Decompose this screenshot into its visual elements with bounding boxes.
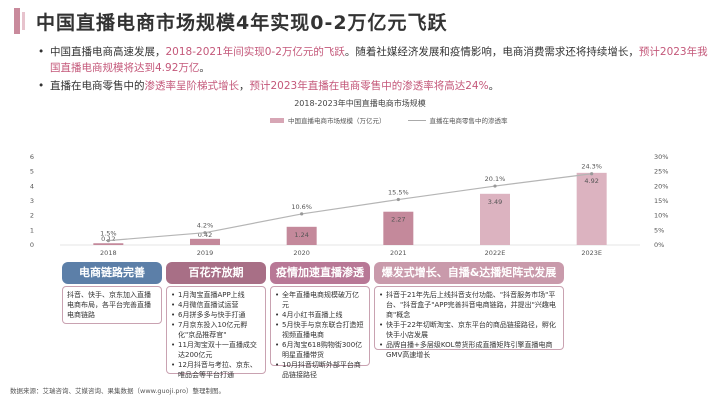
line-point bbox=[590, 172, 594, 176]
phase-title: 百花齐放期 bbox=[166, 262, 266, 284]
y-left-tick-label: 4 bbox=[30, 182, 34, 190]
bullet-text: 直播在电商零售中的 bbox=[50, 80, 145, 92]
phase-title: 电商链路完善 bbox=[62, 262, 162, 284]
phase-detail-item: 4月小红书直播上线 bbox=[275, 310, 365, 320]
phase-detail-item: 抖音于21年先后上线抖音支付功能、"抖音服务市场"平台、"抖音盒子"APP完善抖… bbox=[379, 290, 559, 320]
legend-bar-label: 中国直播电商市场规模（万亿元） bbox=[288, 117, 386, 125]
x-tick-label: 2023E bbox=[581, 249, 602, 257]
y-right-tick-label: 20% bbox=[654, 182, 668, 190]
phase-detail-item: 1月淘宝直播APP上线 bbox=[171, 290, 261, 300]
bullet-text: ， bbox=[239, 80, 250, 92]
title-accent bbox=[14, 8, 20, 34]
y-right-tick-label: 25% bbox=[654, 168, 668, 176]
bullet-text: 。随着社媒经济发展和疫情影响，电商消费需求还将持续增长， bbox=[344, 46, 639, 58]
bullet-highlight-text: 2018-2021年间实现0-2万亿元的飞跃 bbox=[165, 46, 345, 58]
bar bbox=[190, 238, 220, 245]
legend-bar-swatch bbox=[270, 117, 284, 123]
line-value-label: 24.3% bbox=[581, 163, 602, 171]
bar-value-label: 2.27 bbox=[391, 216, 405, 224]
chart-legend: 中国直播电商市场规模（万亿元） 直播在电商零售中的渗透率 bbox=[270, 115, 508, 125]
x-tick-label: 2018 bbox=[100, 249, 117, 257]
title-accent-light bbox=[22, 12, 25, 30]
line-point bbox=[396, 197, 400, 202]
bar bbox=[576, 172, 607, 245]
y-left-tick-label: 2 bbox=[30, 212, 34, 220]
y-right-tick-label: 0% bbox=[654, 241, 664, 249]
bar bbox=[93, 243, 124, 245]
phase-detail-item: 4月微信直播试运营 bbox=[171, 300, 261, 310]
y-right-tick-label: 15% bbox=[654, 197, 668, 205]
y-right-tick-label: 30% bbox=[654, 153, 668, 161]
bullet-highlight-text: 预计2023年直播在电商零售中的渗透率将高达24% bbox=[249, 80, 489, 92]
y-right-tick-label: 10% bbox=[654, 212, 668, 220]
x-tick-label: 2020 bbox=[293, 249, 310, 257]
phase-detail-item: 快手于22年切断淘宝、京东平台的商品链接路径，孵化快手小店发展 bbox=[379, 320, 559, 340]
phase-detail-item: 全年直播电商规模破万亿元 bbox=[275, 290, 365, 310]
line-value-label: 4.2% bbox=[197, 222, 214, 230]
phase-detail-item: 7月京东投入10亿元孵化"京品推荐官" bbox=[171, 320, 261, 340]
phase-title: 爆发式增长、自播&达播矩阵式发展 bbox=[374, 262, 564, 284]
chart-title: 2018-2023年中国直播电商市场规模 bbox=[294, 99, 426, 108]
phase-detail-box: 抖音于21年先后上线抖音支付功能、"抖音服务市场"平台、"抖音盒子"APP完善抖… bbox=[374, 286, 564, 359]
phase-detail-item: 抖音、快手、京东加入直播电商布局，各平台完善直播电商链路 bbox=[67, 291, 151, 319]
line-value-label: 20.1% bbox=[485, 175, 506, 183]
bullet-list: 中国直播电商高速发展，2018-2021年间实现0-2万亿元的飞跃。随着社媒经济… bbox=[38, 44, 710, 96]
line-point bbox=[106, 239, 110, 243]
phase-detail-item: 12月抖音与考拉、京东、唯品会等平台打通 bbox=[171, 360, 261, 380]
phase-detail-item: 6月拼多多与快手打通 bbox=[171, 310, 261, 320]
y-left-tick-label: 0 bbox=[30, 241, 34, 249]
bullet-text: 。 bbox=[488, 80, 500, 92]
y-left-tick-label: 5 bbox=[30, 168, 34, 176]
phase-detail-item: 11月淘宝双十一直播成交达200亿元 bbox=[171, 340, 261, 360]
phase-detail-item: 品牌自播+多层级KOL带货形成直播矩阵引擎直播电商GMV高速增长 bbox=[379, 340, 559, 360]
bar-value-label: 0.42 bbox=[198, 231, 212, 239]
y-left-tick-label: 6 bbox=[30, 153, 34, 161]
bullet-highlight-text: 预计2023年我国直播电商规模将达到4.92万亿 bbox=[50, 46, 708, 74]
x-tick-label: 2022E bbox=[485, 249, 506, 257]
bar bbox=[480, 193, 510, 245]
bullet-text: 中国直播电商高速发展， bbox=[50, 46, 166, 58]
phase-detail-item: 10月抖音切断外部平台商品链接路径 bbox=[275, 360, 365, 380]
line-point bbox=[493, 184, 497, 188]
bar bbox=[383, 211, 414, 245]
phase-detail-box: 1月淘宝直播APP上线4月微信直播试运营6月拼多多与快手打通7月京东投入10亿元… bbox=[166, 286, 266, 379]
y-left-tick-label: 1 bbox=[30, 226, 34, 234]
x-tick-label: 2021 bbox=[390, 249, 407, 257]
legend-line-label: 直播在电商零售中的渗透率 bbox=[429, 117, 508, 125]
bullet-text: 。 bbox=[199, 62, 210, 74]
bullet-highlight-text: 渗透率呈阶梯式增长 bbox=[144, 80, 240, 92]
legend-line-swatch bbox=[407, 119, 426, 121]
y-left-tick-label: 3 bbox=[30, 197, 34, 205]
phase-detail-item: 5月快手与京东联合打造短视频直播电商 bbox=[275, 320, 365, 340]
line-value-label: 1.5% bbox=[100, 230, 117, 238]
x-tick-label: 2019 bbox=[197, 249, 214, 257]
bar-value-label: 3.49 bbox=[488, 198, 502, 206]
bullet-2: 直播在电商零售中的渗透率呈阶梯式增长，预计2023年直播在电商零售中的渗透率将高… bbox=[38, 78, 710, 94]
bar bbox=[286, 226, 317, 245]
penetration-line bbox=[108, 173, 592, 242]
phase-detail-item: 6月淘宝618购物街300亿明星直播带货 bbox=[275, 340, 365, 360]
phase-detail-box: 全年直播电商规模破万亿元4月小红书直播上线5月快手与京东联合打造短视频直播电商6… bbox=[270, 286, 370, 379]
line-point bbox=[300, 212, 304, 216]
data-source: 数据来源：艾瑞咨询、艾媒咨询、果集数据（www.guoji.pro）整理制图。 bbox=[10, 387, 225, 395]
y-right-tick-label: 5% bbox=[654, 226, 664, 234]
line-value-label: 10.6% bbox=[291, 203, 312, 211]
phase-title: 疫情加速直播渗透 bbox=[270, 262, 370, 284]
bullet-1: 中国直播电商高速发展，2018-2021年间实现0-2万亿元的飞跃。随着社媒经济… bbox=[38, 44, 710, 76]
bar-value-label: 4.92 bbox=[584, 177, 598, 185]
line-point bbox=[203, 231, 207, 235]
bar-value-label: 1.24 bbox=[294, 231, 308, 239]
page-title: 中国直播电商市场规模4年实现0-2万亿元飞跃 bbox=[36, 12, 448, 34]
line-value-label: 15.5% bbox=[388, 189, 409, 197]
phase-detail-box: 抖音、快手、京东加入直播电商布局，各平台完善直播电商链路 bbox=[62, 286, 162, 324]
